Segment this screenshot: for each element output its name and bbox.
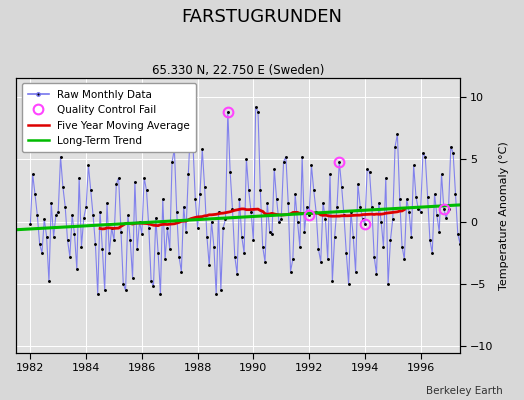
Text: FARSTUGRUNDEN: FARSTUGRUNDEN [181, 8, 343, 26]
Y-axis label: Temperature Anomaly (°C): Temperature Anomaly (°C) [499, 141, 509, 290]
Legend: Raw Monthly Data, Quality Control Fail, Five Year Moving Average, Long-Term Tren: Raw Monthly Data, Quality Control Fail, … [21, 83, 196, 152]
Title: 65.330 N, 22.750 E (Sweden): 65.330 N, 22.750 E (Sweden) [152, 64, 324, 77]
Text: Berkeley Earth: Berkeley Earth [427, 386, 503, 396]
